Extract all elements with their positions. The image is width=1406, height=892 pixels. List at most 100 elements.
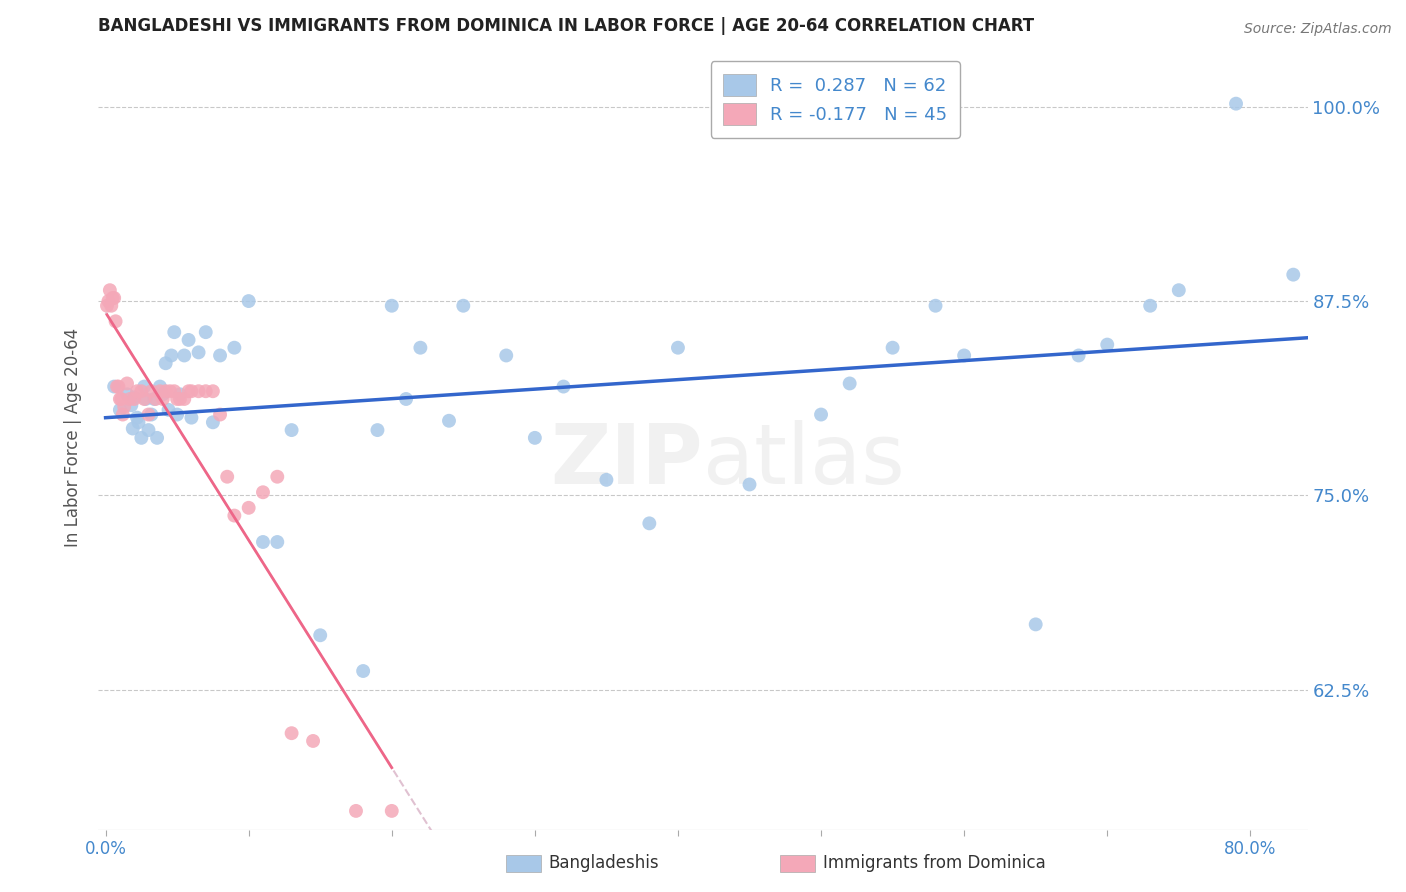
Point	[122, 392, 145, 406]
Point	[105, 379, 128, 393]
Point	[166, 408, 188, 422]
Point	[194, 384, 217, 399]
Point	[121, 421, 143, 435]
Point	[97, 294, 120, 309]
Point	[115, 376, 138, 391]
Point	[157, 403, 180, 417]
Point	[110, 392, 132, 406]
Point	[953, 349, 976, 363]
Point	[194, 325, 217, 339]
Text: Immigrants from Dominica: Immigrants from Dominica	[823, 855, 1045, 872]
Point	[146, 431, 169, 445]
Point	[409, 341, 432, 355]
Point	[163, 384, 186, 399]
Point	[125, 410, 148, 425]
Point	[187, 345, 209, 359]
Point	[453, 299, 475, 313]
Point	[437, 414, 460, 428]
Point	[112, 400, 135, 414]
Point	[266, 469, 288, 483]
Point	[138, 423, 160, 437]
Point	[523, 431, 546, 445]
Point	[838, 376, 860, 391]
Point	[169, 387, 191, 401]
Point	[173, 349, 195, 363]
Point	[138, 408, 160, 422]
Point	[135, 392, 157, 406]
Point	[280, 726, 302, 740]
Text: Source: ZipAtlas.com: Source: ZipAtlas.com	[1244, 22, 1392, 37]
Point	[96, 299, 118, 313]
Point	[224, 341, 246, 355]
Point	[103, 291, 125, 305]
Point	[381, 804, 404, 818]
Point	[173, 392, 195, 406]
Point	[125, 384, 148, 399]
Point	[666, 341, 689, 355]
Point	[209, 349, 232, 363]
Point	[1282, 268, 1305, 282]
Point	[98, 283, 121, 297]
Point	[149, 384, 172, 399]
Point	[738, 477, 761, 491]
Point	[180, 410, 202, 425]
Point	[1139, 299, 1161, 313]
Point	[924, 299, 946, 313]
Point	[187, 384, 209, 399]
Y-axis label: In Labor Force | Age 20-64: In Labor Force | Age 20-64	[65, 327, 83, 547]
Point	[252, 485, 274, 500]
Point	[1225, 96, 1247, 111]
Point	[201, 384, 224, 399]
Text: ZIP: ZIP	[551, 420, 703, 501]
Point	[352, 664, 374, 678]
Point	[344, 804, 367, 818]
Point	[177, 333, 200, 347]
Point	[595, 473, 617, 487]
Point	[1025, 617, 1047, 632]
Point	[366, 423, 388, 437]
Point	[152, 387, 174, 401]
Point	[155, 356, 177, 370]
Point	[280, 423, 302, 437]
Point	[141, 384, 163, 399]
Point	[100, 299, 122, 313]
Text: atlas: atlas	[703, 420, 904, 501]
Point	[155, 384, 177, 399]
Point	[302, 734, 325, 748]
Point	[1097, 337, 1119, 351]
Point	[169, 392, 191, 406]
Point	[553, 379, 575, 393]
Point	[103, 379, 125, 393]
Point	[381, 299, 404, 313]
Point	[152, 392, 174, 406]
Point	[163, 325, 186, 339]
Point	[495, 349, 517, 363]
Point	[266, 535, 288, 549]
Point	[120, 398, 142, 412]
Point	[180, 384, 202, 399]
Point	[166, 392, 188, 406]
Point	[111, 408, 134, 422]
Point	[134, 379, 156, 393]
Legend: R =  0.287   N = 62, R = -0.177   N = 45: R = 0.287 N = 62, R = -0.177 N = 45	[710, 62, 960, 138]
Point	[201, 415, 224, 429]
Point	[1167, 283, 1189, 297]
Point	[224, 508, 246, 523]
Point	[238, 294, 260, 309]
Point	[882, 341, 904, 355]
Point	[638, 516, 661, 531]
Point	[104, 314, 127, 328]
Point	[238, 500, 260, 515]
Point	[159, 384, 181, 399]
Point	[141, 408, 163, 422]
Text: BANGLADESHI VS IMMIGRANTS FROM DOMINICA IN LABOR FORCE | AGE 20-64 CORRELATION C: BANGLADESHI VS IMMIGRANTS FROM DOMINICA …	[98, 17, 1035, 35]
Point	[309, 628, 332, 642]
Point	[252, 535, 274, 549]
Point	[145, 392, 167, 406]
Point	[143, 392, 166, 406]
Point	[810, 408, 832, 422]
Point	[160, 349, 183, 363]
Point	[127, 415, 149, 429]
Point	[134, 392, 156, 406]
Point	[395, 392, 418, 406]
